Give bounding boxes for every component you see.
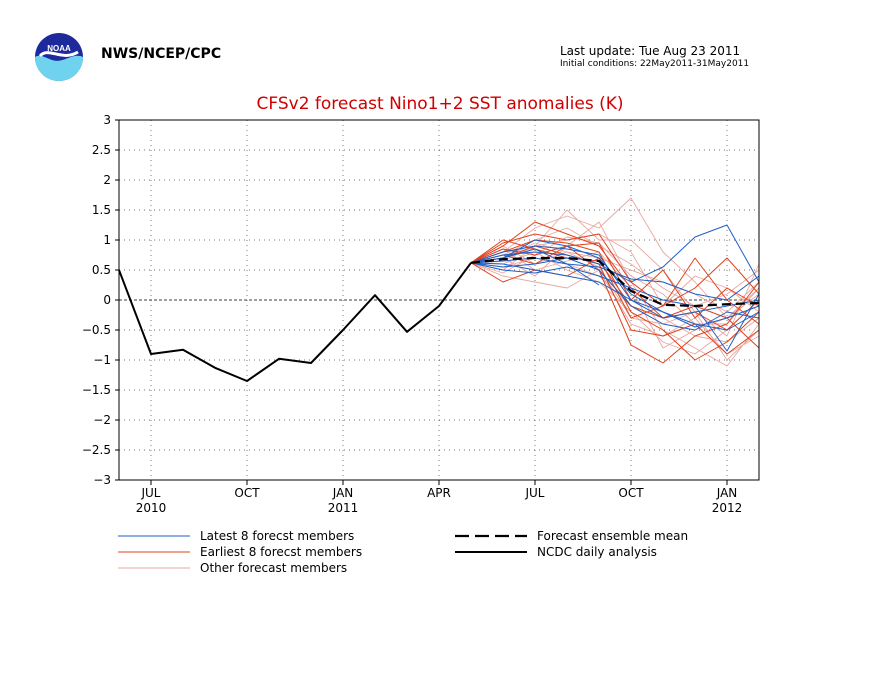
y-tick-label: 3 [103, 113, 111, 127]
legend-label-analysis: NCDC daily analysis [537, 545, 657, 559]
x-tick-label: APR [427, 486, 451, 500]
y-tick-label: −2 [93, 413, 111, 427]
series-line-latest [470, 257, 760, 331]
y-tick-label: −1 [93, 353, 111, 367]
noaa-logo: NOAA [35, 33, 83, 81]
x-tick-year-label: 2010 [136, 501, 167, 515]
legend: Latest 8 forecst members Earliest 8 forec… [118, 529, 688, 575]
x-tick-label: OCT [618, 486, 644, 500]
y-tick-label: −0.5 [82, 323, 111, 337]
chart-title: CFSv2 forecast Nino1+2 SST anomalies (K) [257, 94, 624, 114]
x-tick-year-label: 2012 [712, 501, 743, 515]
series-line-latest [470, 262, 760, 352]
legend-label-latest: Latest 8 forecst members [200, 529, 354, 543]
y-tick-label: 2 [103, 173, 111, 187]
series-line-analysis [118, 262, 472, 382]
legend-label-mean: Forecast ensemble mean [537, 529, 688, 543]
series-line-other [470, 227, 760, 307]
x-tick-label: OCT [234, 486, 260, 500]
plot-frame [118, 119, 760, 481]
y-axis: 3 2.5 2 1.5 1 0.5 0 −0.5 −1 −1.5 −2 −2.5 −3 [82, 113, 119, 487]
initial-conditions-text: Initial conditions: 22May2011-31May2011 [560, 59, 750, 69]
y-tick-label: 2.5 [92, 143, 111, 157]
y-tick-label: 1 [103, 233, 111, 247]
y-tick-label: −2.5 [82, 443, 111, 457]
series-line-earliest [470, 233, 760, 307]
x-tick-year-label: 2011 [328, 501, 359, 515]
y-tick-label: 0.5 [92, 263, 111, 277]
series-lines [118, 197, 760, 382]
y-tick-label: 1.5 [92, 203, 111, 217]
series-line-other [470, 236, 760, 325]
agency-label: NWS/NCEP/CPC [101, 46, 222, 62]
series-line-earliest [470, 245, 760, 355]
legend-label-other: Other forecast members [200, 561, 347, 575]
x-tick-label: JAN [716, 486, 738, 500]
x-tick-label: JAN [332, 486, 354, 500]
noaa-logo-text: NOAA [47, 44, 71, 53]
series-line-other [470, 242, 760, 361]
x-tick-label: JUL [524, 486, 544, 500]
series-line-latest [470, 262, 760, 328]
last-update-text: Last update: Tue Aug 23 2011 [560, 44, 741, 58]
series-line-mean [470, 256, 760, 308]
grid-lines [119, 120, 759, 480]
x-tick-label: JUL [140, 486, 160, 500]
legend-label-earliest: Earliest 8 forecst members [200, 545, 362, 559]
series-line-earliest [470, 221, 760, 349]
y-tick-label: −1.5 [82, 383, 111, 397]
series-line-latest [470, 245, 760, 319]
y-tick-label: −3 [93, 473, 111, 487]
y-tick-label: 0 [103, 293, 111, 307]
